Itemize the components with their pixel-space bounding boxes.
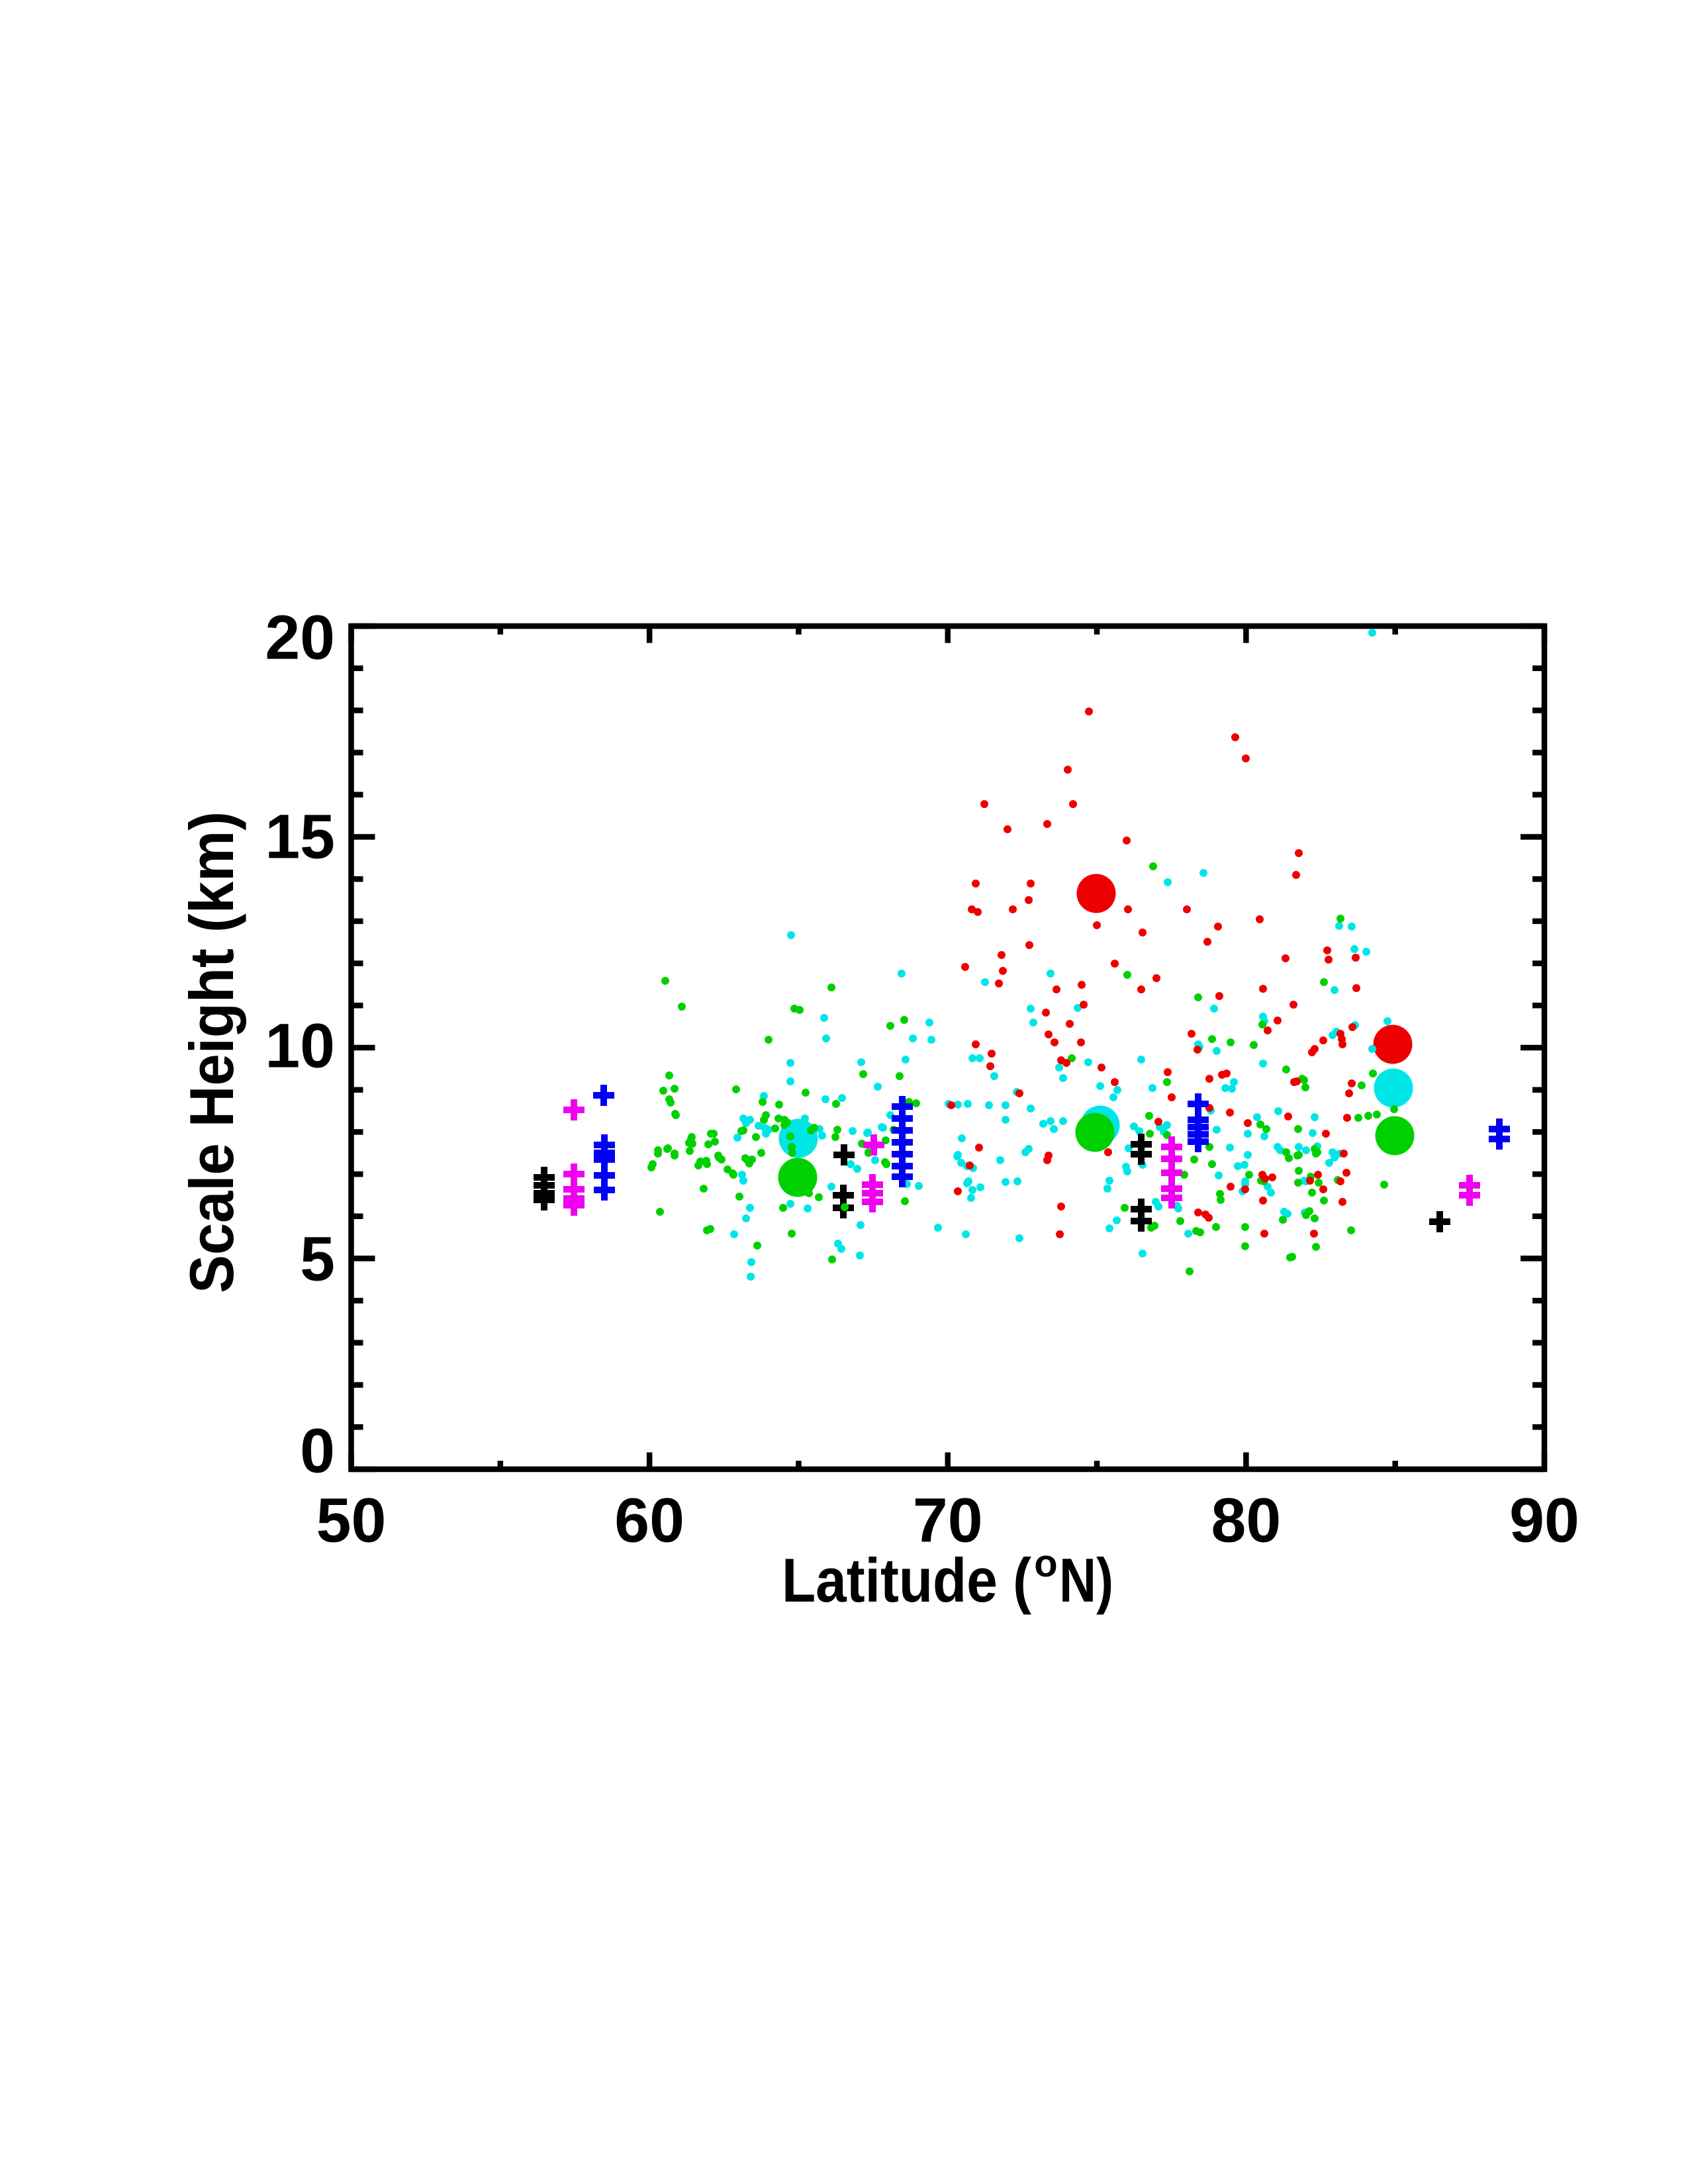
svg-text:20: 20	[265, 603, 335, 673]
svg-text:Scale Height (km): Scale Height (km)	[177, 811, 246, 1293]
svg-text:5: 5	[300, 1224, 335, 1295]
svg-text:0: 0	[300, 1416, 335, 1486]
svg-text:15: 15	[265, 802, 335, 872]
svg-text:N): N)	[1059, 1545, 1113, 1615]
svg-text:80: 80	[1211, 1486, 1282, 1556]
svg-text:70: 70	[913, 1486, 983, 1556]
svg-text:90: 90	[1509, 1486, 1579, 1556]
svg-text:50: 50	[316, 1486, 387, 1556]
svg-text:o: o	[1034, 1542, 1057, 1585]
svg-text:10: 10	[265, 1011, 335, 1081]
svg-text:Latitude (: Latitude (	[782, 1545, 1032, 1615]
svg-text:60: 60	[614, 1486, 684, 1556]
